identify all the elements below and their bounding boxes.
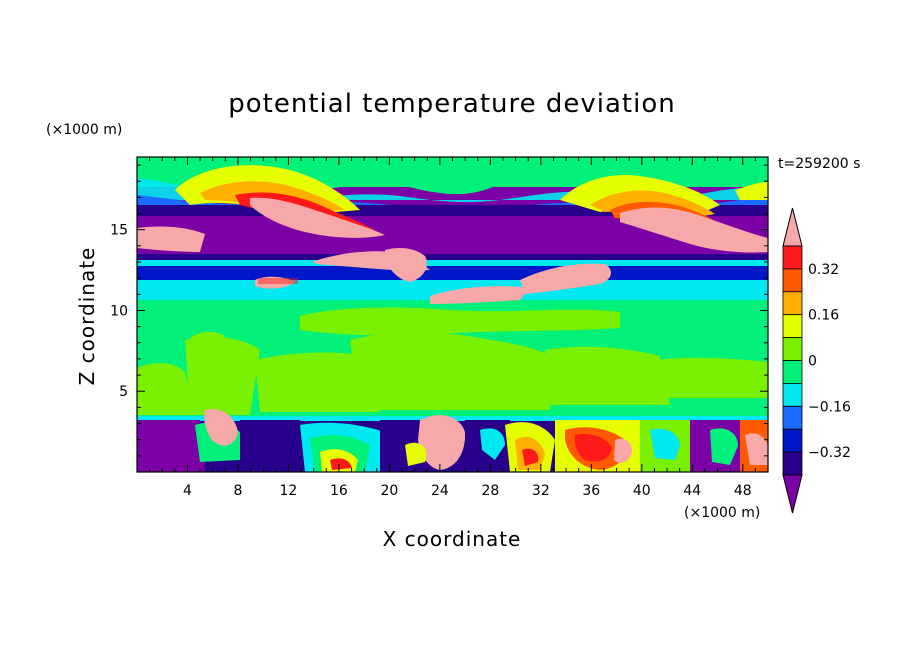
red-speck-1	[258, 278, 298, 284]
low-pink-right	[745, 433, 768, 465]
x-tick-label: 16	[330, 483, 348, 499]
y-axis-ticks: 5 10 15	[110, 164, 768, 457]
x-tick-label: 40	[633, 483, 651, 499]
x-tick-label: 28	[481, 483, 499, 499]
low-red-1	[330, 458, 352, 470]
colorbar-swatch	[782, 314, 803, 339]
lightgreen-mid-2	[255, 352, 380, 412]
colorbar-swatch	[782, 428, 803, 453]
x-tick-label: 12	[280, 483, 298, 499]
colorbar-tick-label: −0.16	[808, 399, 851, 415]
low-green-4	[710, 428, 738, 465]
x-tick-label: 36	[582, 483, 600, 499]
right-cap	[735, 182, 768, 200]
colorbar-swatch	[782, 360, 803, 384]
pink-tongue-4	[520, 263, 612, 294]
x-tick-label: 32	[532, 483, 550, 499]
lightgreen-left	[137, 363, 195, 415]
pink-plume-left	[250, 197, 385, 238]
low-cyan-2	[480, 428, 505, 460]
x-tick-label: 44	[683, 483, 701, 499]
colorbar-extend-min	[782, 474, 803, 514]
pink-left-layer	[137, 226, 205, 252]
lightgreen-mid-5	[655, 357, 768, 398]
low-cyan-3	[650, 428, 680, 460]
x-tick-label: 24	[431, 483, 449, 499]
pink-tongue-2	[385, 248, 427, 282]
x-axis-label: X coordinate	[383, 527, 522, 551]
colorbar-tick-label: 0	[808, 354, 817, 370]
band-cyan	[137, 280, 768, 300]
colorbar-swatch	[782, 245, 803, 270]
low-pink-3	[614, 438, 632, 463]
colorbar-tick-label: −0.32	[808, 445, 851, 461]
colorbar-swatch	[782, 337, 803, 361]
y-tick-label: 10	[110, 303, 128, 319]
y-tick-label: 5	[119, 384, 128, 400]
colorbar: 0.32 0.16 0 −0.16 −0.32	[782, 207, 851, 514]
x-unit-label: (×1000 m)	[684, 505, 760, 521]
colorbar-swatch	[782, 405, 803, 430]
band-cyan-thin	[137, 260, 768, 268]
heatmap-field	[137, 157, 768, 472]
x-tick-label: 4	[183, 483, 192, 499]
band-purple	[137, 232, 768, 258]
colorbar-swatch	[782, 382, 803, 407]
y-unit-label: (×1000 m)	[46, 122, 122, 138]
low-pink-1	[204, 409, 238, 446]
chart-title: potential temperature deviation	[228, 89, 675, 119]
time-label: t=259200 s	[778, 156, 860, 172]
colorbar-tick-label: 0.32	[808, 262, 839, 278]
x-tick-label: 48	[734, 483, 752, 499]
colorbar-swatch	[782, 291, 803, 316]
lightgreen-mid-6	[190, 331, 225, 348]
low-yellow-2	[405, 442, 427, 466]
lightgreen-mid-3	[350, 332, 555, 410]
low-red-4	[574, 434, 612, 462]
colorbar-swatch	[782, 268, 803, 293]
colorbar-extend-max	[782, 207, 803, 247]
band-navy	[137, 254, 768, 264]
low-purple-left	[137, 420, 205, 472]
pink-tongue-5	[255, 276, 295, 289]
band-blue	[137, 266, 768, 282]
colorbar-tick-label: 0.16	[808, 308, 839, 324]
low-navy-1	[240, 420, 305, 472]
low-pink-2	[418, 415, 466, 470]
pink-plume-right	[620, 207, 768, 253]
pink-tongue-3	[430, 286, 530, 304]
lightgreen-mid-4	[545, 346, 670, 405]
x-tick-label: 20	[380, 483, 398, 499]
lightgreen-upper-mid	[300, 307, 620, 336]
x-axis-ticks: 4 8 12 16 20 24 28 32 36 40 44 48	[149, 157, 756, 499]
y-axis-label: Z coordinate	[75, 247, 99, 386]
colorbar-swatch	[782, 451, 803, 476]
low-red-2	[522, 448, 539, 466]
y-tick-label: 15	[110, 223, 128, 239]
lightgreen-mid-1	[185, 337, 260, 415]
x-tick-label: 8	[233, 483, 242, 499]
